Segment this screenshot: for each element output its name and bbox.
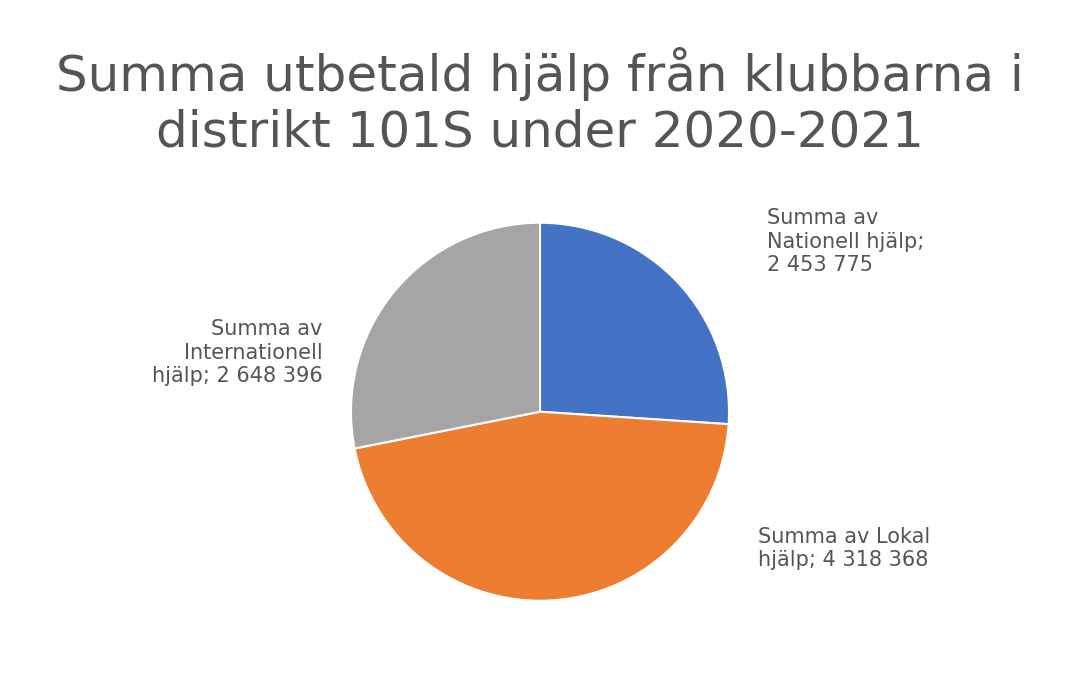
Wedge shape bbox=[351, 223, 540, 448]
Text: Summa av
Nationell hjälp;
2 453 775: Summa av Nationell hjälp; 2 453 775 bbox=[767, 209, 924, 275]
Wedge shape bbox=[540, 223, 729, 424]
Text: Summa av Lokal
hjälp; 4 318 368: Summa av Lokal hjälp; 4 318 368 bbox=[758, 527, 930, 570]
Text: Summa av
Internationell
hjälp; 2 648 396: Summa av Internationell hjälp; 2 648 396 bbox=[151, 319, 322, 386]
Wedge shape bbox=[354, 412, 729, 601]
Text: Summa utbetald hjälp från klubbarna i
distrikt 101S under 2020-2021: Summa utbetald hjälp från klubbarna i di… bbox=[56, 47, 1024, 157]
